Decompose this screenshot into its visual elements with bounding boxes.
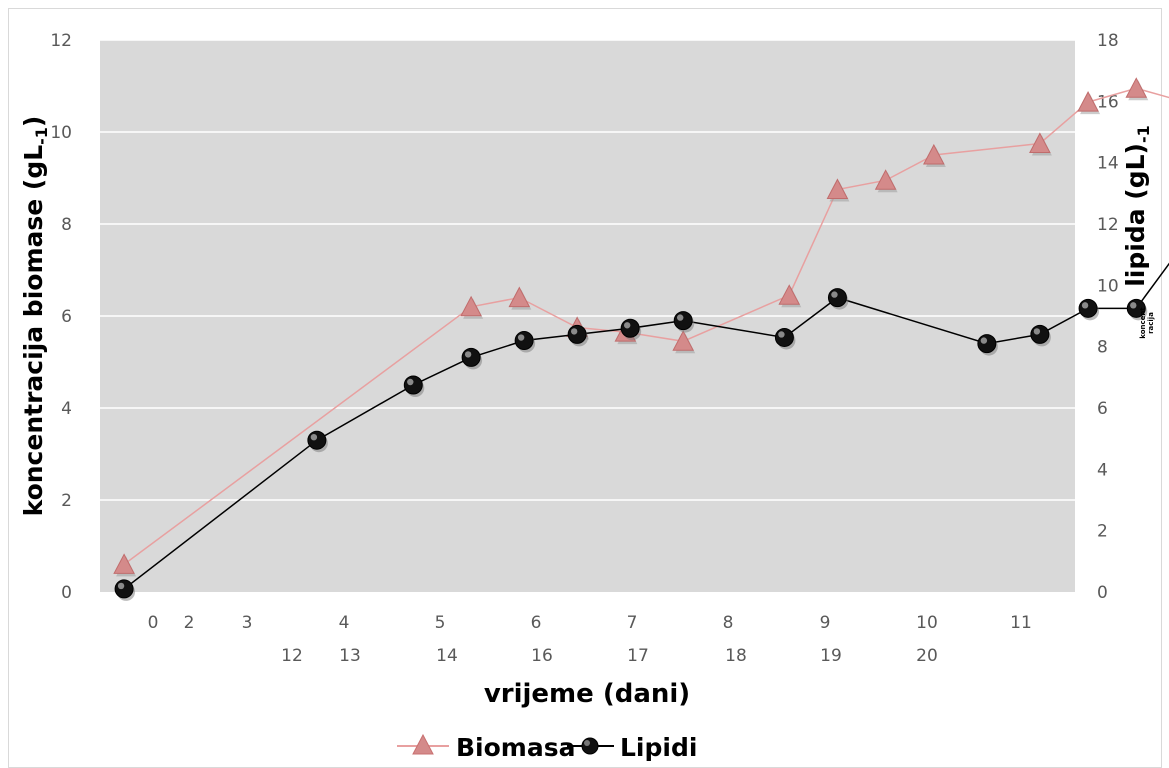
x-axis-labels-row2: 12 13 14 16 17 18 19 20 [281,646,938,666]
x-tick-label: 2 [184,613,195,633]
lipidi-point-highlight [517,334,525,341]
lipidi-point [673,311,693,331]
left-axis-ticks: 0 2 4 6 8 10 12 [50,31,72,603]
legend: Biomasa Lipidi [397,733,697,762]
lipidi-point-highlight [1081,302,1089,309]
right-tick-label: 10 [1097,276,1119,296]
lipidi-point-highlight [1130,302,1137,309]
x-tick-label: 16 [531,646,553,666]
lipidi-point [1078,298,1098,318]
right-tick-label: 6 [1097,399,1108,419]
left-tick-label: 0 [61,583,72,603]
biomasa-point [1125,77,1148,98]
lipidi-point-highlight [778,331,785,338]
biomasa-point [778,284,801,305]
x-tick-label: 13 [339,646,361,666]
lipidi-point [1030,324,1050,344]
lipidi-point-highlight [980,337,988,344]
x-tick-label: 6 [531,613,542,633]
lipidi-point-highlight [677,314,684,321]
legend-lipidi-circle-highlight [584,740,590,746]
x-axis-title: vrijeme (dani) [484,679,690,709]
legend-biomasa-label: Biomasa [456,733,575,762]
lipidi-point-highlight [464,351,472,358]
gridlines [100,39,1075,501]
lipidi-point [461,347,481,367]
left-tick-label: 4 [61,399,72,419]
right-axis-title-sub: -1 [1134,125,1153,143]
x-tick-label: 19 [820,646,842,666]
right-tick-label: 8 [1097,338,1108,358]
lipidi-point-highlight [570,328,578,335]
left-axis-title-main: koncentracija biomase (gL [19,145,48,517]
lipidi-line [123,262,1169,590]
right-tick-label: 2 [1097,522,1108,542]
lipidi-point-highlight [310,434,318,441]
x-tick-label: 11 [1010,613,1032,633]
lipidi-point [307,430,327,450]
lipidi-point-highlight [1033,328,1041,335]
x-tick-label: 8 [723,613,734,633]
lipidi-point-highlight [117,582,125,590]
biomasa-point [874,169,897,190]
right-tick-label: 16 [1097,92,1119,112]
right-axis-small-label-1: koncent [1139,307,1147,339]
right-axis-small-label-2: racija [1147,312,1155,334]
legend-biomasa-triangle-icon [412,733,434,755]
right-tick-label: 12 [1097,215,1119,235]
x-tick-label: 4 [339,613,350,633]
x-tick-label: 10 [916,613,938,633]
biomasa-point [672,330,695,351]
biomasa-point [460,295,482,317]
right-tick-label: 18 [1097,31,1119,51]
x-tick-label: 7 [627,613,638,633]
biomasa-point [923,143,945,165]
series-lipidi [114,262,1169,601]
left-tick-label: 12 [50,31,72,51]
right-tick-label: 14 [1097,154,1119,174]
lipidi-point [977,334,997,354]
lipidi-point-highlight [831,291,838,298]
left-tick-label: 10 [50,123,72,143]
x-tick-label: 0 [148,613,159,633]
x-tick-label: 17 [627,646,649,666]
biomasa-point [1029,132,1051,153]
right-axis-title-main: lipida (gL) [1121,143,1150,287]
lipidi-point-highlight [407,378,414,386]
x-tick-label: 9 [820,613,831,633]
biomasa-point [826,178,849,199]
x-tick-label: 5 [435,613,446,633]
left-axis-title-sub: -1 [32,127,51,145]
lipidi-point [827,288,847,308]
biomasa-point [508,286,531,308]
lipidi-point [514,331,534,351]
legend-lipidi-label: Lipidi [620,733,697,762]
lipidi-point [114,579,134,599]
left-tick-label: 6 [61,307,72,327]
left-axis-title-close: ) [19,116,48,127]
biomasa-point [1077,91,1099,112]
legend-lipidi-circle-icon [581,737,599,755]
x-axis-labels-row1: 0 2 3 4 5 6 7 8 9 10 11 [148,613,1032,633]
right-tick-label: 4 [1097,460,1108,480]
right-axis-ticks: 0 2 4 6 8 10 12 14 16 18 [1097,31,1119,603]
right-tick-label: 0 [1097,583,1108,603]
lipidi-point [403,375,423,395]
left-tick-label: 2 [61,491,72,511]
right-axis-title: lipida (gL)-1 [1121,125,1153,287]
x-tick-label: 12 [281,646,303,666]
lipidi-point [774,327,794,347]
biomasa-point [113,553,135,574]
x-tick-label: 20 [916,646,938,666]
x-tick-label: 14 [436,646,458,666]
lipidi-point-highlight [623,322,631,329]
left-tick-label: 8 [61,215,72,235]
x-tick-label: 18 [725,646,747,666]
x-tick-label: 3 [242,613,253,633]
left-axis-title: koncentracija biomase (gL-1) [19,116,51,517]
lipidi-point [620,318,640,338]
lipidi-point [567,324,587,344]
